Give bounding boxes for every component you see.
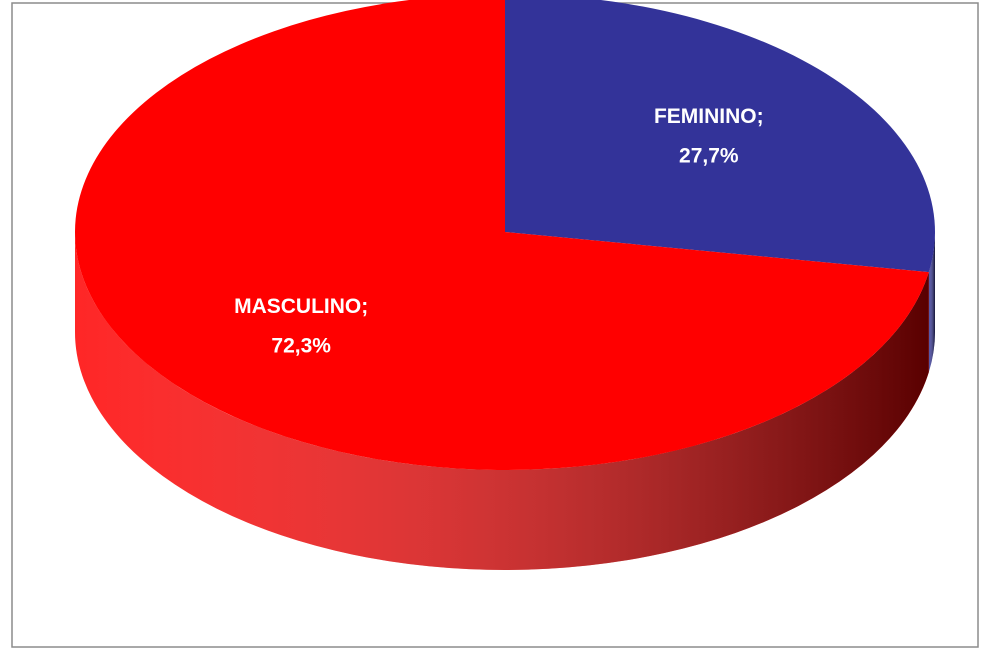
data-label-category: MASCULINO;	[234, 295, 368, 318]
category-name: FEMININO	[654, 104, 757, 127]
slice-side-shade	[928, 232, 935, 373]
data-label-value: 27,7%	[679, 144, 739, 167]
data-label-category: FEMININO;	[654, 104, 764, 127]
label-separator: ;	[757, 104, 764, 127]
slice	[505, 0, 935, 273]
slice-side-shade	[75, 232, 929, 570]
data-label-value: 72,3%	[271, 335, 331, 358]
category-name: MASCULINO	[234, 295, 361, 318]
label-separator: ;	[361, 295, 368, 318]
slice	[75, 0, 929, 470]
